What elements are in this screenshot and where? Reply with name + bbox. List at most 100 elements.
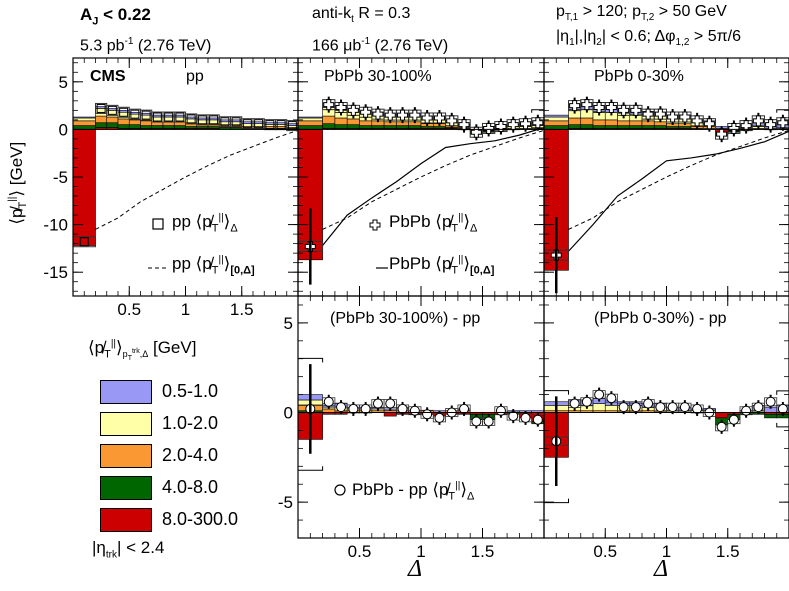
data-marker <box>434 412 445 423</box>
pp-line-legend-label: pp ⟨p̸T||⟩[0,Δ] <box>172 254 255 277</box>
data-marker <box>348 403 359 414</box>
pbpb-marker-legend-label: PbPb ⟨p̸T||⟩Δ <box>389 212 478 235</box>
data-marker <box>581 396 592 407</box>
data-marker <box>397 109 409 121</box>
data-marker <box>186 114 196 124</box>
y-tick-label: 5 <box>59 73 68 92</box>
data-marker <box>618 104 630 116</box>
data-marker <box>654 108 666 120</box>
stacked-bar-segment <box>543 120 569 126</box>
data-marker <box>323 99 335 111</box>
stacked-bar-segment <box>72 129 96 246</box>
data-marker <box>777 403 788 414</box>
pp-marker-legend-label: pp ⟨p̸T||⟩Δ <box>172 212 238 235</box>
markers-layer <box>72 96 789 504</box>
data-marker <box>679 111 691 123</box>
stacked-bar-segment <box>629 125 643 129</box>
data-marker <box>495 405 506 416</box>
data-marker <box>421 112 433 124</box>
data-marker <box>384 109 396 121</box>
data-marker <box>459 403 470 414</box>
color-legend-label: 2.0-4.0 <box>162 445 219 465</box>
data-marker <box>231 117 241 127</box>
data-marker <box>532 414 543 425</box>
data-marker <box>197 115 207 125</box>
data-marker <box>385 398 396 409</box>
data-marker <box>276 120 286 130</box>
stacked-bar-segment <box>72 116 96 119</box>
stacked-bar-segment <box>128 119 141 125</box>
y-tick-label: -5 <box>53 168 68 187</box>
data-marker <box>679 402 690 413</box>
x-tick-label: 1 <box>662 542 671 561</box>
color-legend-swatch <box>100 476 152 500</box>
data-marker <box>630 104 642 116</box>
data-marker <box>422 409 433 420</box>
data-marker <box>716 421 727 432</box>
pbpb-luminosity-label: 166 μb-1 (2.76 TeV) <box>312 36 449 55</box>
systematic-bracket <box>297 466 324 471</box>
diff-marker-legend-label: PbPb - pp ⟨p̸T||⟩Δ <box>352 480 475 503</box>
stacked-bar-segment <box>396 125 409 129</box>
data-marker <box>360 403 371 414</box>
color-legend-swatch <box>100 412 152 436</box>
cumulative-pbpb-line <box>322 126 545 246</box>
stacked-bar-segment <box>346 118 360 125</box>
color-legend-label: 4.0-8.0 <box>162 477 219 497</box>
x-tick-label: 1 <box>181 300 190 319</box>
stacked-bar-segment <box>173 125 186 129</box>
stacked-bar-segment <box>95 122 108 128</box>
stacked-bar-segment <box>151 125 164 129</box>
systematic-bracket <box>776 109 789 113</box>
data-marker <box>265 120 275 130</box>
stacked-bar-segment <box>334 117 348 125</box>
stacked-bar-segment <box>72 120 96 126</box>
stacked-bar-segment <box>297 117 323 122</box>
stacked-bar-segment <box>140 125 153 129</box>
stacked-bar-segment <box>617 120 631 126</box>
eta-phi-cut-label: |η1|,|η2| < 0.6; Δφ1,2 > 5π/6 <box>556 28 741 49</box>
x-axis-title-right: Δ <box>654 556 669 582</box>
data-marker <box>605 102 617 114</box>
data-marker <box>360 106 372 118</box>
data-marker <box>643 398 654 409</box>
cms-logo-label: CMS <box>90 68 126 85</box>
data-marker <box>372 108 384 120</box>
stacked-bar-segment <box>334 124 348 129</box>
jet-algorithm-label: anti-kt R = 0.3 <box>312 5 411 26</box>
stacked-bar-segment <box>568 124 582 129</box>
systematic-bracket <box>776 422 789 428</box>
data-marker <box>209 115 219 125</box>
stacked-bar-segment <box>297 120 323 126</box>
stacked-bar-segment <box>592 403 606 412</box>
data-marker <box>569 398 580 409</box>
data-marker <box>433 112 445 124</box>
data-marker <box>242 119 252 129</box>
color-legend-swatch <box>100 380 152 404</box>
pt-cut-label: pT,1 > 120; pT,2 > 50 GeV <box>556 3 727 24</box>
data-marker <box>655 402 666 413</box>
data-marker <box>630 402 641 413</box>
data-marker <box>372 398 383 409</box>
stacked-bar-segment <box>117 118 130 125</box>
y-tick-label: 5 <box>284 314 293 333</box>
data-marker <box>495 121 507 133</box>
pbpb-line-legend-label: PbPb ⟨p̸T||⟩[0,Δ] <box>389 254 495 277</box>
data-marker <box>119 107 129 117</box>
stacked-bar-segment <box>764 414 778 419</box>
stacked-bar-segment <box>604 119 618 126</box>
x-tick-label: 0.5 <box>117 300 141 319</box>
stacked-bar-segment <box>322 408 336 413</box>
stacked-bar-segment <box>383 412 397 417</box>
data-marker <box>141 110 151 120</box>
aj-cut-label: AJ < 0.22 <box>80 5 151 28</box>
color-legend-swatch <box>100 444 152 468</box>
y-tick-label: -10 <box>43 216 68 235</box>
data-marker <box>703 118 715 130</box>
stacked-bar-segment <box>568 117 582 125</box>
systematic-bracket <box>776 390 789 395</box>
data-marker <box>728 414 739 425</box>
panel-frame <box>543 57 789 297</box>
data-marker <box>409 109 421 121</box>
